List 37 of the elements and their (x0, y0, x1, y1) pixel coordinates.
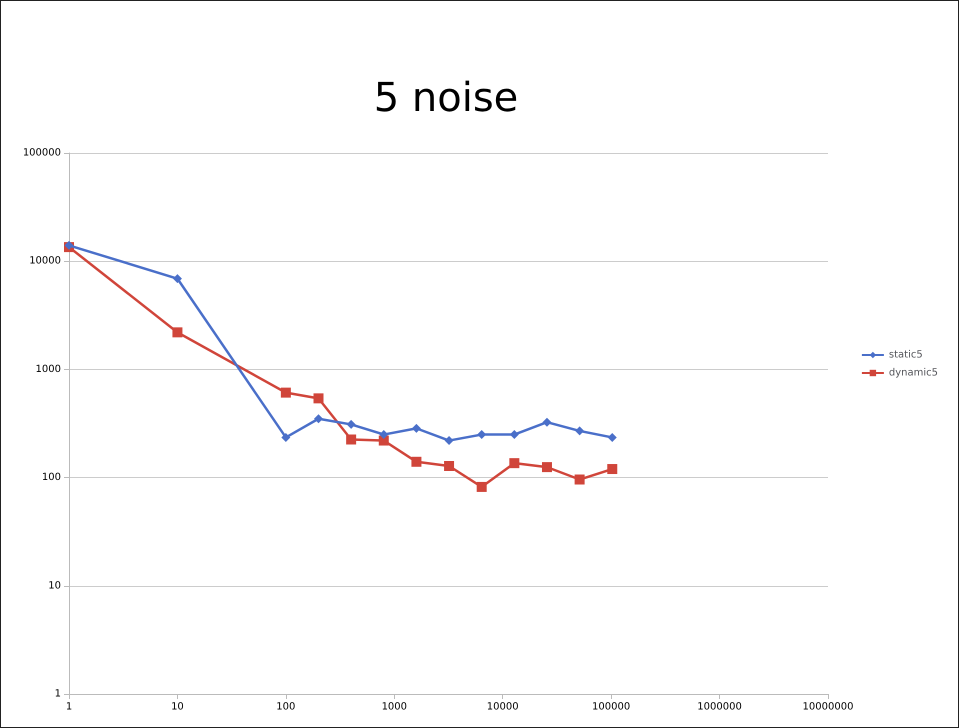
point (412, 424, 421, 433)
y-tick-label: 1000 (36, 364, 61, 375)
point (444, 436, 454, 446)
y-tick-label: 10000 (29, 256, 61, 267)
point (608, 432, 617, 442)
point (313, 393, 324, 404)
y-tick-label: 100000 (22, 148, 61, 158)
x-tick-label: 10000000 (802, 702, 854, 712)
point (542, 418, 552, 427)
point (542, 462, 552, 472)
point (346, 434, 356, 444)
point (477, 430, 486, 440)
point (379, 430, 388, 440)
point (575, 426, 584, 436)
point (411, 456, 422, 467)
x-tick-label: 100000 (592, 702, 630, 712)
point (314, 414, 323, 424)
y-tick-label: 1 (54, 688, 61, 700)
legend-label: dynamic5 (888, 368, 938, 378)
point (281, 432, 290, 442)
x-tick-label: 1 (66, 702, 72, 712)
x-tick-label: 1000 (382, 702, 408, 712)
point (280, 388, 291, 398)
point (476, 482, 487, 492)
y-tick-label: 100 (42, 472, 61, 484)
x-tick-label: 100 (276, 702, 296, 712)
x-tick-label: 10000 (486, 702, 519, 712)
point (346, 420, 356, 429)
point (607, 464, 618, 474)
legend-label: static5 (888, 350, 923, 360)
point (574, 474, 585, 485)
chart-title: 5 noise (374, 75, 518, 121)
x-tick-label: 10 (171, 702, 184, 712)
point (444, 461, 454, 471)
point (509, 458, 520, 468)
x-tick-label: 1000000 (697, 702, 742, 712)
y-tick-label: 10 (48, 580, 61, 592)
